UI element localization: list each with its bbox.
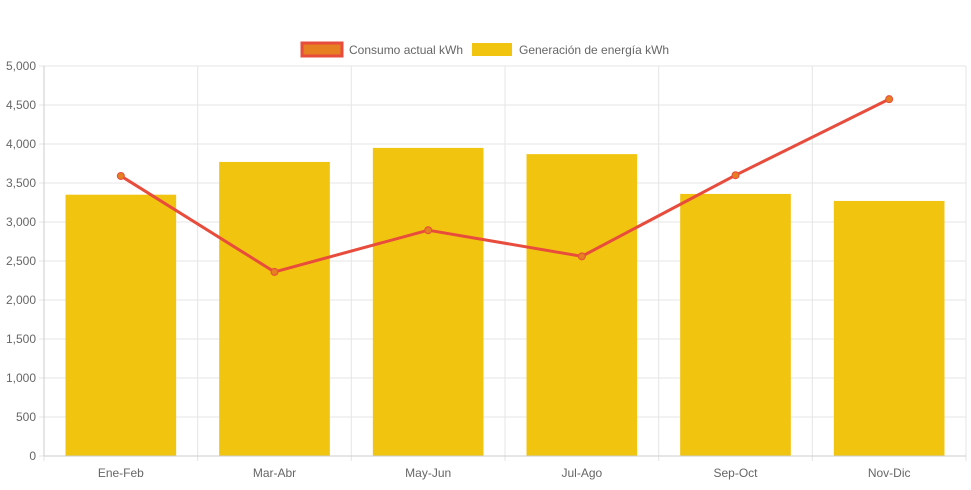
y-tick-label: 3,500	[6, 176, 36, 190]
legend-item-consumo[interactable]: Consumo actual kWh	[300, 41, 463, 58]
axes: 0 500 1,000 1,500 2,000 2,500 3,000 3,500 4,000 4…	[6, 59, 966, 480]
x-tick-label: Mar-Abr	[253, 466, 296, 480]
x-tick-label: Ene-Feb	[98, 466, 144, 480]
x-tick-label: Nov-Dic	[868, 466, 911, 480]
line-point-nov-dic[interactable]	[885, 95, 894, 104]
y-tick-label: 4,000	[6, 137, 36, 151]
legend-label-consumo: Consumo actual kWh	[349, 43, 463, 57]
legend-label-generacion: Generación de energía kWh	[519, 43, 669, 57]
x-tick-label: May-Jun	[405, 466, 451, 480]
bar-sep-oct[interactable]	[680, 193, 791, 457]
line-series	[116, 95, 894, 276]
legend[interactable]: Consumo actual kWh Generación de energía…	[300, 41, 669, 58]
legend-swatch-consumo	[300, 41, 344, 58]
y-tick-label: 1,000	[6, 371, 36, 385]
bars	[65, 147, 945, 457]
bar-may-jun[interactable]	[372, 147, 484, 456]
bar-mar-abr[interactable]	[219, 161, 330, 456]
y-tick-label: 1,500	[6, 332, 36, 346]
line-point-ene-feb[interactable]	[116, 171, 125, 180]
line-point-mar-abr[interactable]	[270, 267, 279, 276]
y-tick-label: 500	[16, 410, 36, 424]
grid	[39, 65, 967, 461]
y-tick-label: 2,500	[6, 254, 36, 268]
y-tick-label: 4,500	[6, 98, 36, 112]
y-tick-label: 5,000	[6, 59, 36, 73]
y-tick-label: 2,000	[6, 293, 36, 307]
y-tick-label: 0	[29, 449, 36, 463]
line-point-may-jun[interactable]	[424, 226, 433, 235]
consumo-line	[120, 97, 890, 274]
line-point-jul-ago[interactable]	[577, 252, 586, 261]
x-tick-label: Sep-Oct	[713, 466, 758, 480]
y-tick-label: 3,000	[6, 215, 36, 229]
bar-jul-ago[interactable]	[526, 154, 638, 456]
bar-ene-feb[interactable]	[65, 194, 177, 456]
legend-item-generacion[interactable]: Generación de energía kWh	[472, 43, 669, 57]
line-point-sep-oct[interactable]	[731, 171, 740, 180]
bar-nov-dic[interactable]	[833, 200, 945, 456]
x-tick-label: Jul-Ago	[561, 466, 602, 480]
legend-swatch-generacion	[472, 43, 512, 56]
